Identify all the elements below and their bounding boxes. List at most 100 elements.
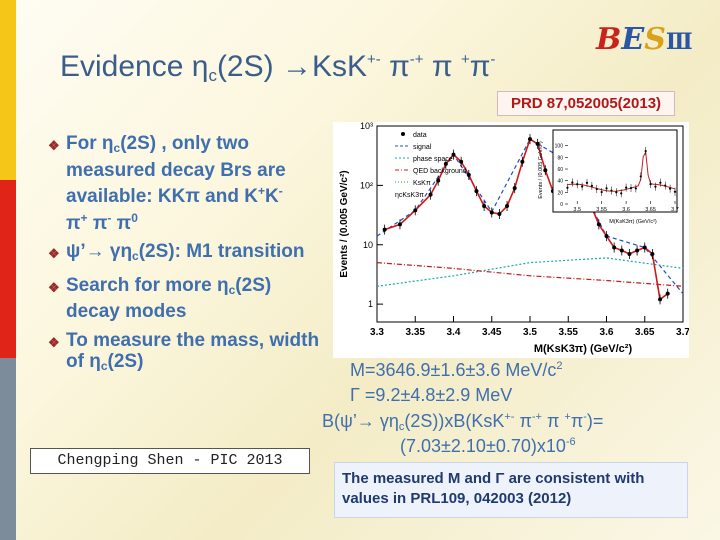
inset-data-point xyxy=(659,181,662,184)
data-point xyxy=(627,251,632,256)
legend-label-etac: ηcKsK3π xyxy=(395,192,424,199)
legend-label-kskpi: KsKπ xyxy=(413,180,431,187)
inset-data-point xyxy=(634,187,637,190)
bullet-marker-icon: ❖ xyxy=(48,138,60,153)
data-point xyxy=(528,137,532,142)
y-tick-label: 10² xyxy=(360,180,373,190)
data-point xyxy=(665,291,670,296)
branching-ratio-label: B(ψ’→ γηc(2S))xB(KsK+- π-+ π +π-)= xyxy=(322,411,604,433)
data-point xyxy=(497,211,502,216)
mass-result: M=3646.9±1.6±3.6 MeV/c2 xyxy=(350,360,563,380)
data-point xyxy=(443,161,448,166)
data-point xyxy=(436,178,441,183)
x-tick-label: 3.3 xyxy=(370,327,384,338)
inset-data-point xyxy=(566,186,569,189)
legend-marker-data xyxy=(401,132,405,136)
inset-data-point xyxy=(625,186,628,189)
legend-label-phase-space: phase space xyxy=(413,156,453,163)
data-point xyxy=(612,245,617,250)
data-point xyxy=(466,172,471,177)
inset-data-point xyxy=(571,181,574,184)
y-tick-label: 1 xyxy=(368,299,373,309)
inset-y-tick-label: 20 xyxy=(557,190,563,196)
inset-x-label: M(KsK3π) (GeV/c²) xyxy=(609,219,657,225)
data-point xyxy=(505,203,510,208)
bullet-item: ❖ Search for more ηc(2S) decay modes xyxy=(48,274,272,323)
inset-data-point xyxy=(629,186,633,190)
inset-data-point xyxy=(576,183,579,186)
y-axis-label: Events / (0.005 GeV/c²) xyxy=(339,170,350,277)
legend-label-qed: QED background xyxy=(413,168,467,175)
series-line xyxy=(376,257,684,287)
mass-spectrum-plot: 3.3 3.35 3.4 3.45 3.5 3.55 3.6 3.65 3.7 1 10 10² 10³… xyxy=(333,122,689,358)
inset-x-tick-label: 3.5 xyxy=(573,207,581,213)
data-point xyxy=(428,192,433,197)
inset-data-point xyxy=(620,192,623,195)
inset-y-tick-label: 100 xyxy=(555,144,564,150)
slide-title: Evidence ηc(2S) →KsK+- π-+ π +π- xyxy=(60,50,496,85)
inset-data-point xyxy=(669,187,672,190)
x-tick-label: 3.45 xyxy=(482,327,502,338)
data-point xyxy=(535,141,540,146)
inset-data-point xyxy=(615,191,618,194)
data-point xyxy=(619,248,624,253)
inset-y-tick-label: 80 xyxy=(557,155,563,161)
accent-stripe-red xyxy=(0,180,16,358)
consistency-note: The measured M and Γ are consistent with… xyxy=(334,462,688,518)
bullet-item: ❖ ψ’→ γηc(2S): M1 transition xyxy=(48,241,305,263)
data-point xyxy=(397,222,402,227)
data-point xyxy=(512,186,517,191)
data-point xyxy=(459,159,464,164)
data-point xyxy=(482,203,487,208)
legend-label-data: data xyxy=(413,132,427,139)
inset-data-point xyxy=(600,190,603,194)
inset-x-tick-label: 3.55 xyxy=(596,207,607,213)
branching-ratio-value: (7.03±2.10±0.70)x10-6 xyxy=(400,436,576,456)
inset-data-point xyxy=(590,184,593,188)
data-point xyxy=(596,222,601,227)
reference-badge: PRD 87,052005(2013) xyxy=(497,91,675,116)
data-point xyxy=(413,208,418,213)
data-point xyxy=(520,159,525,164)
series-line xyxy=(376,262,684,287)
bullet-list: ❖ For ηc(2S) , only two measured decay B… xyxy=(48,133,328,385)
accent-stripe-gray xyxy=(0,358,16,540)
inset-y-tick-label: 60 xyxy=(557,167,563,173)
plot-legend: data signal phase space QED background K… xyxy=(395,132,467,199)
inset-frame xyxy=(552,129,678,213)
inset-data-point xyxy=(610,189,613,192)
x-axis-label: M(KsK3π) (GeV/c²) xyxy=(534,343,633,355)
data-point xyxy=(635,248,640,253)
inset-y-tick-label: 40 xyxy=(557,179,563,185)
inset-data-point xyxy=(639,175,642,178)
bullet-item: ❖ To measure the mass, width of ηc(2S) xyxy=(48,329,320,374)
data-point xyxy=(658,297,663,302)
x-tick-label: 3.4 xyxy=(447,327,461,338)
inset-data-point xyxy=(644,149,647,153)
inset-x-tick-label: 3.7 xyxy=(671,207,679,213)
data-point xyxy=(650,251,655,256)
bullet-marker-icon: ❖ xyxy=(48,246,60,261)
inset-y-tick-label: 0 xyxy=(560,202,563,208)
footer-credit: Chengping Shen - PIC 2013 xyxy=(30,448,310,474)
y-tick-label: 10³ xyxy=(360,122,373,131)
inset-x-tick-label: 3.6 xyxy=(622,207,630,213)
data-point xyxy=(642,245,647,250)
x-tick-label: 3.7 xyxy=(676,327,689,338)
inset-y-label: Events / (0.005 GeV/c²) xyxy=(538,141,544,199)
data-point xyxy=(451,152,456,157)
legend-label-signal: signal xyxy=(413,144,432,151)
inset-data-point xyxy=(673,190,677,193)
inset-x-tick-label: 3.65 xyxy=(645,207,656,213)
inset-data-point xyxy=(664,184,667,187)
inset-data-point xyxy=(649,182,652,186)
bes3-logo: BESⅢ xyxy=(596,22,693,57)
data-point xyxy=(489,210,494,215)
inset-data-point xyxy=(654,185,657,188)
accent-stripe-yellow xyxy=(0,0,16,180)
data-point xyxy=(382,227,387,232)
inset-data-point xyxy=(595,187,598,191)
bullet-marker-icon: ❖ xyxy=(48,334,60,350)
inset-data-point xyxy=(585,181,589,184)
